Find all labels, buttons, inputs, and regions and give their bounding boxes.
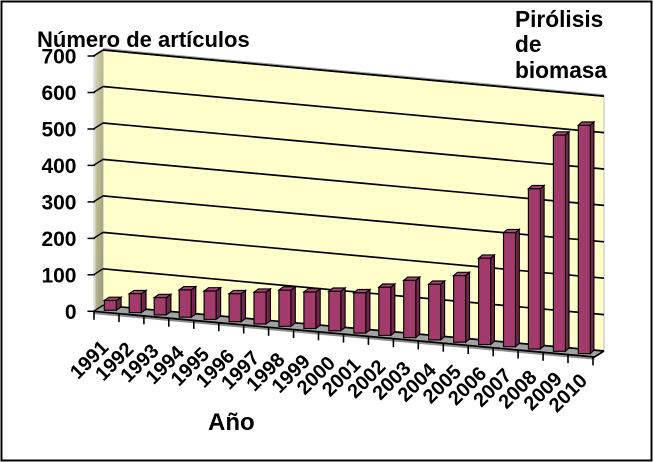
svg-text:700: 700 <box>41 46 76 69</box>
svg-text:400: 400 <box>41 155 76 178</box>
svg-text:0: 0 <box>65 301 77 324</box>
svg-text:600: 600 <box>41 82 76 105</box>
svg-text:100: 100 <box>41 264 76 287</box>
svg-text:500: 500 <box>41 119 76 142</box>
svg-text:200: 200 <box>41 228 76 251</box>
svg-text:300: 300 <box>41 192 76 215</box>
